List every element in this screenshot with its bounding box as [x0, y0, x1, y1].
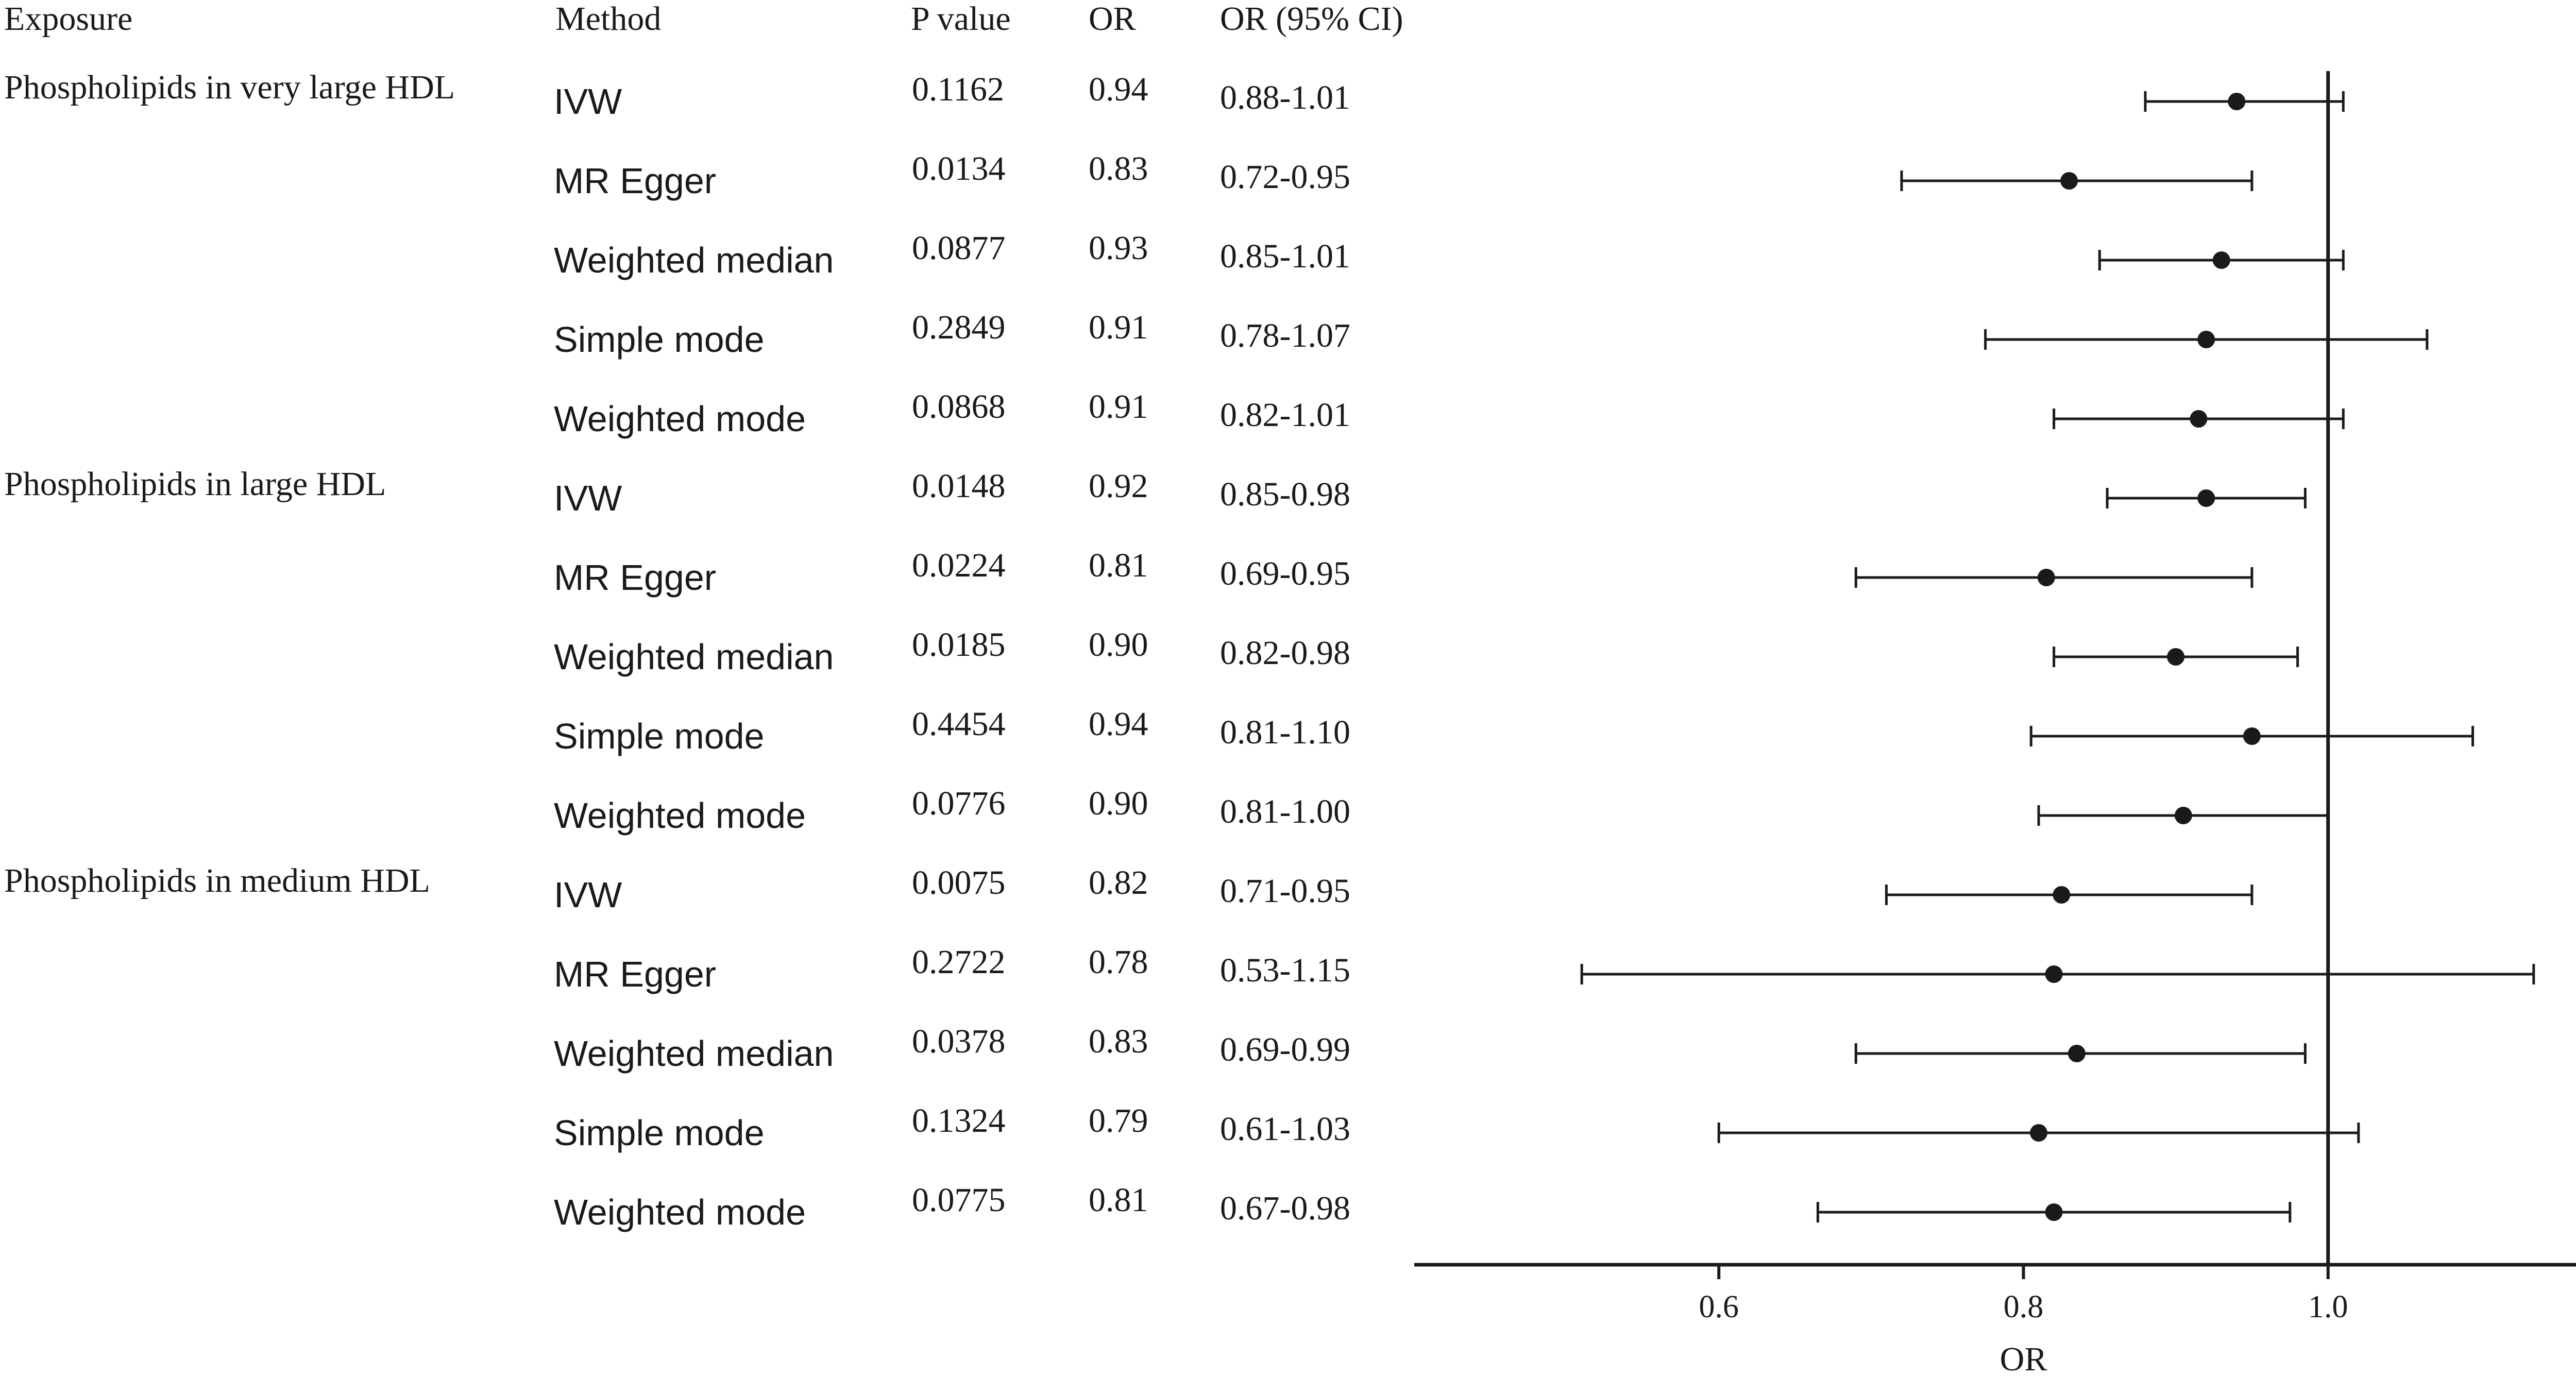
p-value-cell: 0.0148 — [912, 467, 1006, 505]
x-tick-label: 0.6 — [1699, 1289, 1739, 1324]
x-tick-label: 1.0 — [2308, 1289, 2348, 1324]
p-value-cell: 0.0224 — [912, 547, 1006, 584]
method-label: MR Egger — [554, 954, 716, 994]
point-estimate — [2197, 331, 2215, 348]
method-label: Weighted mode — [554, 399, 806, 439]
p-value-cell: 0.0075 — [912, 864, 1006, 902]
ci-cell: 0.72-0.95 — [1220, 158, 1350, 196]
x-tick-label: 0.8 — [2004, 1289, 2044, 1324]
point-estimate — [2030, 1124, 2048, 1142]
or-cell: 0.94 — [1089, 705, 1148, 743]
or-cell: 0.90 — [1089, 626, 1148, 664]
or-cell: 0.78 — [1089, 943, 1148, 981]
table-headers: Exposure Method P value OR OR (95% CI) — [4, 0, 1403, 38]
x-axis-title: OR — [2000, 1340, 2047, 1376]
or-cell: 0.82 — [1089, 864, 1148, 902]
method-label: Simple mode — [554, 319, 765, 360]
exposure-label: Phospholipids in very large HDL — [4, 69, 455, 106]
header-exposure: Exposure — [4, 0, 132, 38]
method-label: IVW — [554, 478, 622, 518]
p-value-cell: 0.0134 — [912, 150, 1006, 188]
method-label: Simple mode — [554, 716, 765, 756]
or-cell: 0.91 — [1089, 388, 1148, 426]
method-label: IVW — [554, 875, 622, 915]
exposure-label: Phospholipids in large HDL — [4, 465, 386, 503]
method-label: MR Egger — [554, 557, 716, 598]
or-cell: 0.81 — [1089, 1181, 1148, 1219]
ci-cell: 0.85-0.98 — [1220, 475, 1350, 513]
or-cell: 0.83 — [1089, 150, 1148, 188]
method-label: Weighted median — [554, 240, 834, 280]
header-or-ci: OR (95% CI) — [1220, 0, 1403, 38]
method-label: Weighted median — [554, 1033, 834, 1074]
or-cell: 0.94 — [1089, 71, 1148, 108]
p-value-cell: 0.0776 — [912, 785, 1006, 822]
point-estimate — [2053, 886, 2071, 904]
ci-cell: 0.78-1.07 — [1220, 317, 1350, 354]
ci-cell: 0.67-0.98 — [1220, 1190, 1350, 1227]
p-value-cell: 0.0877 — [912, 229, 1006, 267]
point-estimate — [2167, 648, 2185, 666]
ci-cell: 0.88-1.01 — [1220, 79, 1350, 116]
ci-cell: 0.69-0.99 — [1220, 1031, 1350, 1068]
p-value-cell: 0.1324 — [912, 1102, 1006, 1140]
ci-cell: 0.81-1.10 — [1220, 714, 1350, 751]
point-estimate — [2060, 172, 2078, 190]
x-axis: 0.60.81.01.2OR — [1414, 71, 2576, 1376]
point-estimate — [2045, 1203, 2063, 1221]
or-cell: 0.92 — [1089, 467, 1148, 505]
method-label: IVW — [554, 81, 622, 122]
method-label: Weighted median — [554, 637, 834, 677]
method-label: Weighted mode — [554, 1192, 806, 1232]
point-estimate — [2243, 727, 2261, 745]
p-value-cell: 0.2849 — [912, 309, 1006, 346]
p-value-cell: 0.0378 — [912, 1023, 1006, 1060]
ci-cell: 0.61-1.03 — [1220, 1110, 1350, 1148]
point-estimate — [2037, 569, 2055, 586]
p-value-cell: 0.0185 — [912, 626, 1006, 664]
point-estimate — [2228, 93, 2246, 110]
point-estimate — [2197, 489, 2215, 507]
or-cell: 0.91 — [1089, 309, 1148, 346]
ci-cell: 0.71-0.95 — [1220, 872, 1350, 910]
header-p-value: P value — [911, 0, 1011, 38]
or-cell: 0.79 — [1089, 1102, 1148, 1140]
point-estimate — [2045, 965, 2063, 983]
p-value-cell: 0.2722 — [912, 943, 1006, 981]
table-rows: Phospholipids in very large HDL IVW 0.1162… — [4, 69, 1350, 1232]
header-or: OR — [1089, 0, 1136, 38]
ci-cell: 0.85-1.01 — [1220, 237, 1350, 275]
method-label: Weighted mode — [554, 795, 806, 836]
forest-marks — [1580, 91, 2535, 1222]
ci-cell: 0.81-1.00 — [1220, 793, 1350, 830]
p-value-cell: 0.1162 — [912, 71, 1004, 108]
method-label: MR Egger — [554, 161, 716, 201]
point-estimate — [2067, 1045, 2086, 1062]
header-method: Method — [555, 0, 661, 38]
or-cell: 0.83 — [1089, 1023, 1148, 1060]
or-cell: 0.93 — [1089, 229, 1148, 267]
ci-cell: 0.82-1.01 — [1220, 396, 1350, 434]
p-value-cell: 0.0868 — [912, 388, 1006, 426]
or-cell: 0.81 — [1089, 547, 1148, 584]
p-value-cell: 0.0775 — [912, 1181, 1006, 1219]
point-estimate — [2190, 410, 2208, 428]
ci-cell: 0.69-0.95 — [1220, 555, 1350, 592]
point-estimate — [2212, 251, 2230, 269]
point-estimate — [2174, 807, 2192, 824]
ci-cell: 0.82-0.98 — [1220, 634, 1350, 672]
exposure-label: Phospholipids in medium HDL — [4, 862, 430, 899]
p-value-cell: 0.4454 — [912, 705, 1006, 743]
ci-cell: 0.53-1.15 — [1220, 952, 1350, 989]
method-label: Simple mode — [554, 1113, 765, 1153]
or-cell: 0.90 — [1089, 785, 1148, 822]
